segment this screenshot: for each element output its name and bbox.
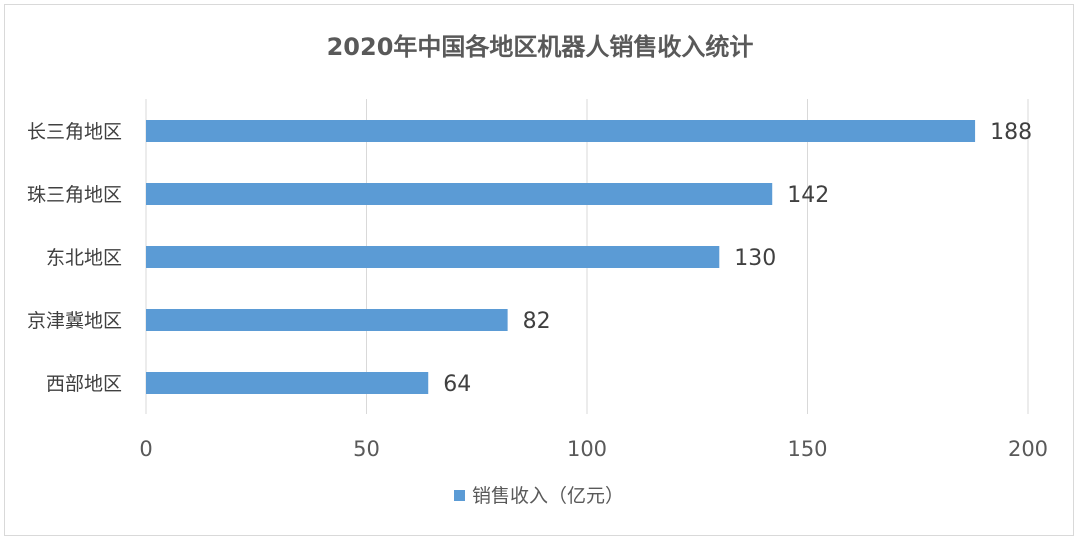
chart-frame (4, 4, 1074, 536)
legend-swatch (454, 490, 465, 501)
x-tick-label: 150 (787, 437, 827, 461)
legend-label: 销售收入（亿元） (472, 485, 624, 507)
x-tick-label: 50 (353, 437, 380, 461)
bars (146, 120, 976, 394)
category-label: 西部地区 (46, 373, 122, 395)
category-label: 东北地区 (46, 247, 122, 269)
chart-title: 2020年中国各地区机器人销售收入统计 (327, 33, 754, 61)
legend: 销售收入（亿元） (454, 485, 624, 507)
bar-1 (146, 183, 773, 205)
data-label: 64 (443, 372, 471, 397)
data-label: 130 (734, 246, 776, 271)
category-label: 长三角地区 (27, 121, 122, 143)
category-label: 珠三角地区 (27, 184, 122, 206)
data-label: 188 (990, 120, 1032, 145)
bar-2 (146, 246, 720, 268)
x-tick-label: 0 (139, 437, 152, 461)
bar-3 (146, 309, 508, 331)
labels: 0 50 100 150 200 长三角地区 188 珠三角地区 142 东北地区 130 京津冀地区… (27, 120, 1048, 461)
data-label: 82 (523, 309, 551, 334)
bar-4 (146, 372, 429, 394)
bar-0 (146, 120, 976, 142)
category-label: 京津冀地区 (27, 310, 122, 332)
x-tick-label: 200 (1008, 437, 1048, 461)
data-label: 142 (787, 183, 829, 208)
x-tick-label: 100 (567, 437, 607, 461)
